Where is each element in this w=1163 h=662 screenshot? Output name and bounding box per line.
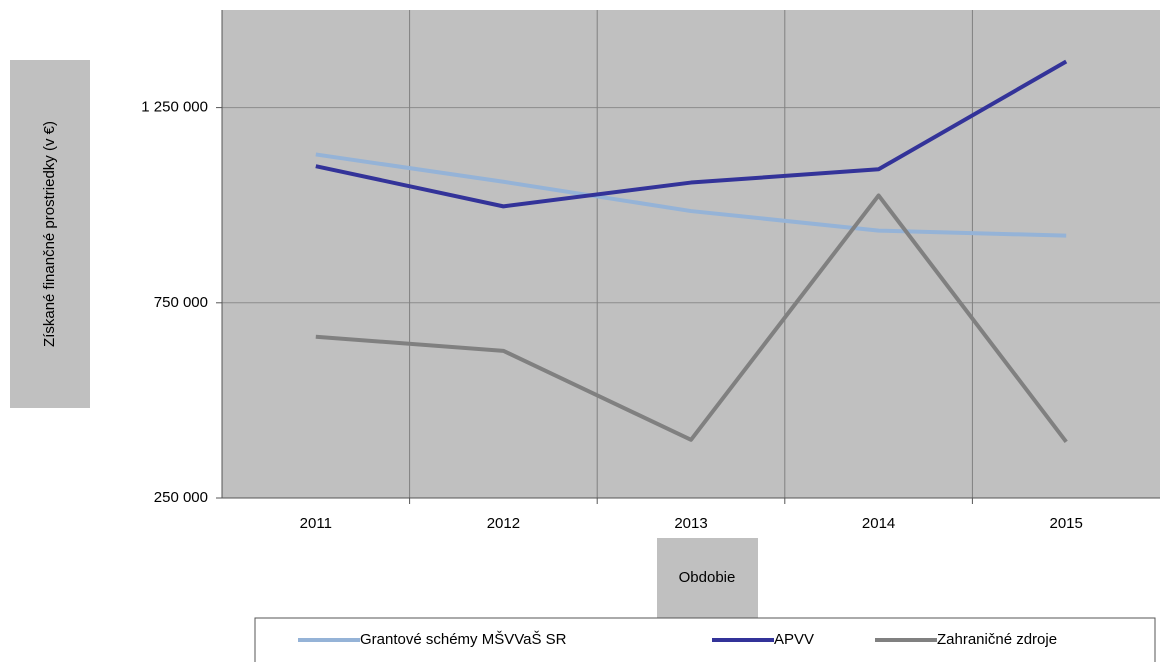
legend-label: APVV <box>774 631 814 648</box>
y-tick-label: 1 250 000 <box>141 99 208 116</box>
y-tick-label: 250 000 <box>154 489 208 506</box>
series-line <box>315 193 1068 443</box>
y-tick-label: 750 000 <box>154 294 208 311</box>
y-axis-label: Získané finančné prostriedky (v €) <box>41 121 58 347</box>
legend-label: Grantové schémy MŠVVaŠ SR <box>360 631 567 648</box>
x-tick-label: 2014 <box>862 515 895 532</box>
legend-label: Zahraničné zdroje <box>937 631 1057 648</box>
x-axis-label: Obdobie <box>679 569 736 586</box>
x-label-box <box>657 538 758 618</box>
plot-area <box>222 10 1160 498</box>
legend-box <box>254 617 1156 662</box>
x-tick-label: 2011 <box>300 515 332 532</box>
y-label-box <box>10 60 90 408</box>
x-tick-label: 2012 <box>487 515 520 532</box>
series-line <box>315 59 1068 209</box>
x-tick-label: 2013 <box>674 515 707 532</box>
series-line <box>315 152 1067 238</box>
x-tick-label: 2015 <box>1050 515 1083 532</box>
